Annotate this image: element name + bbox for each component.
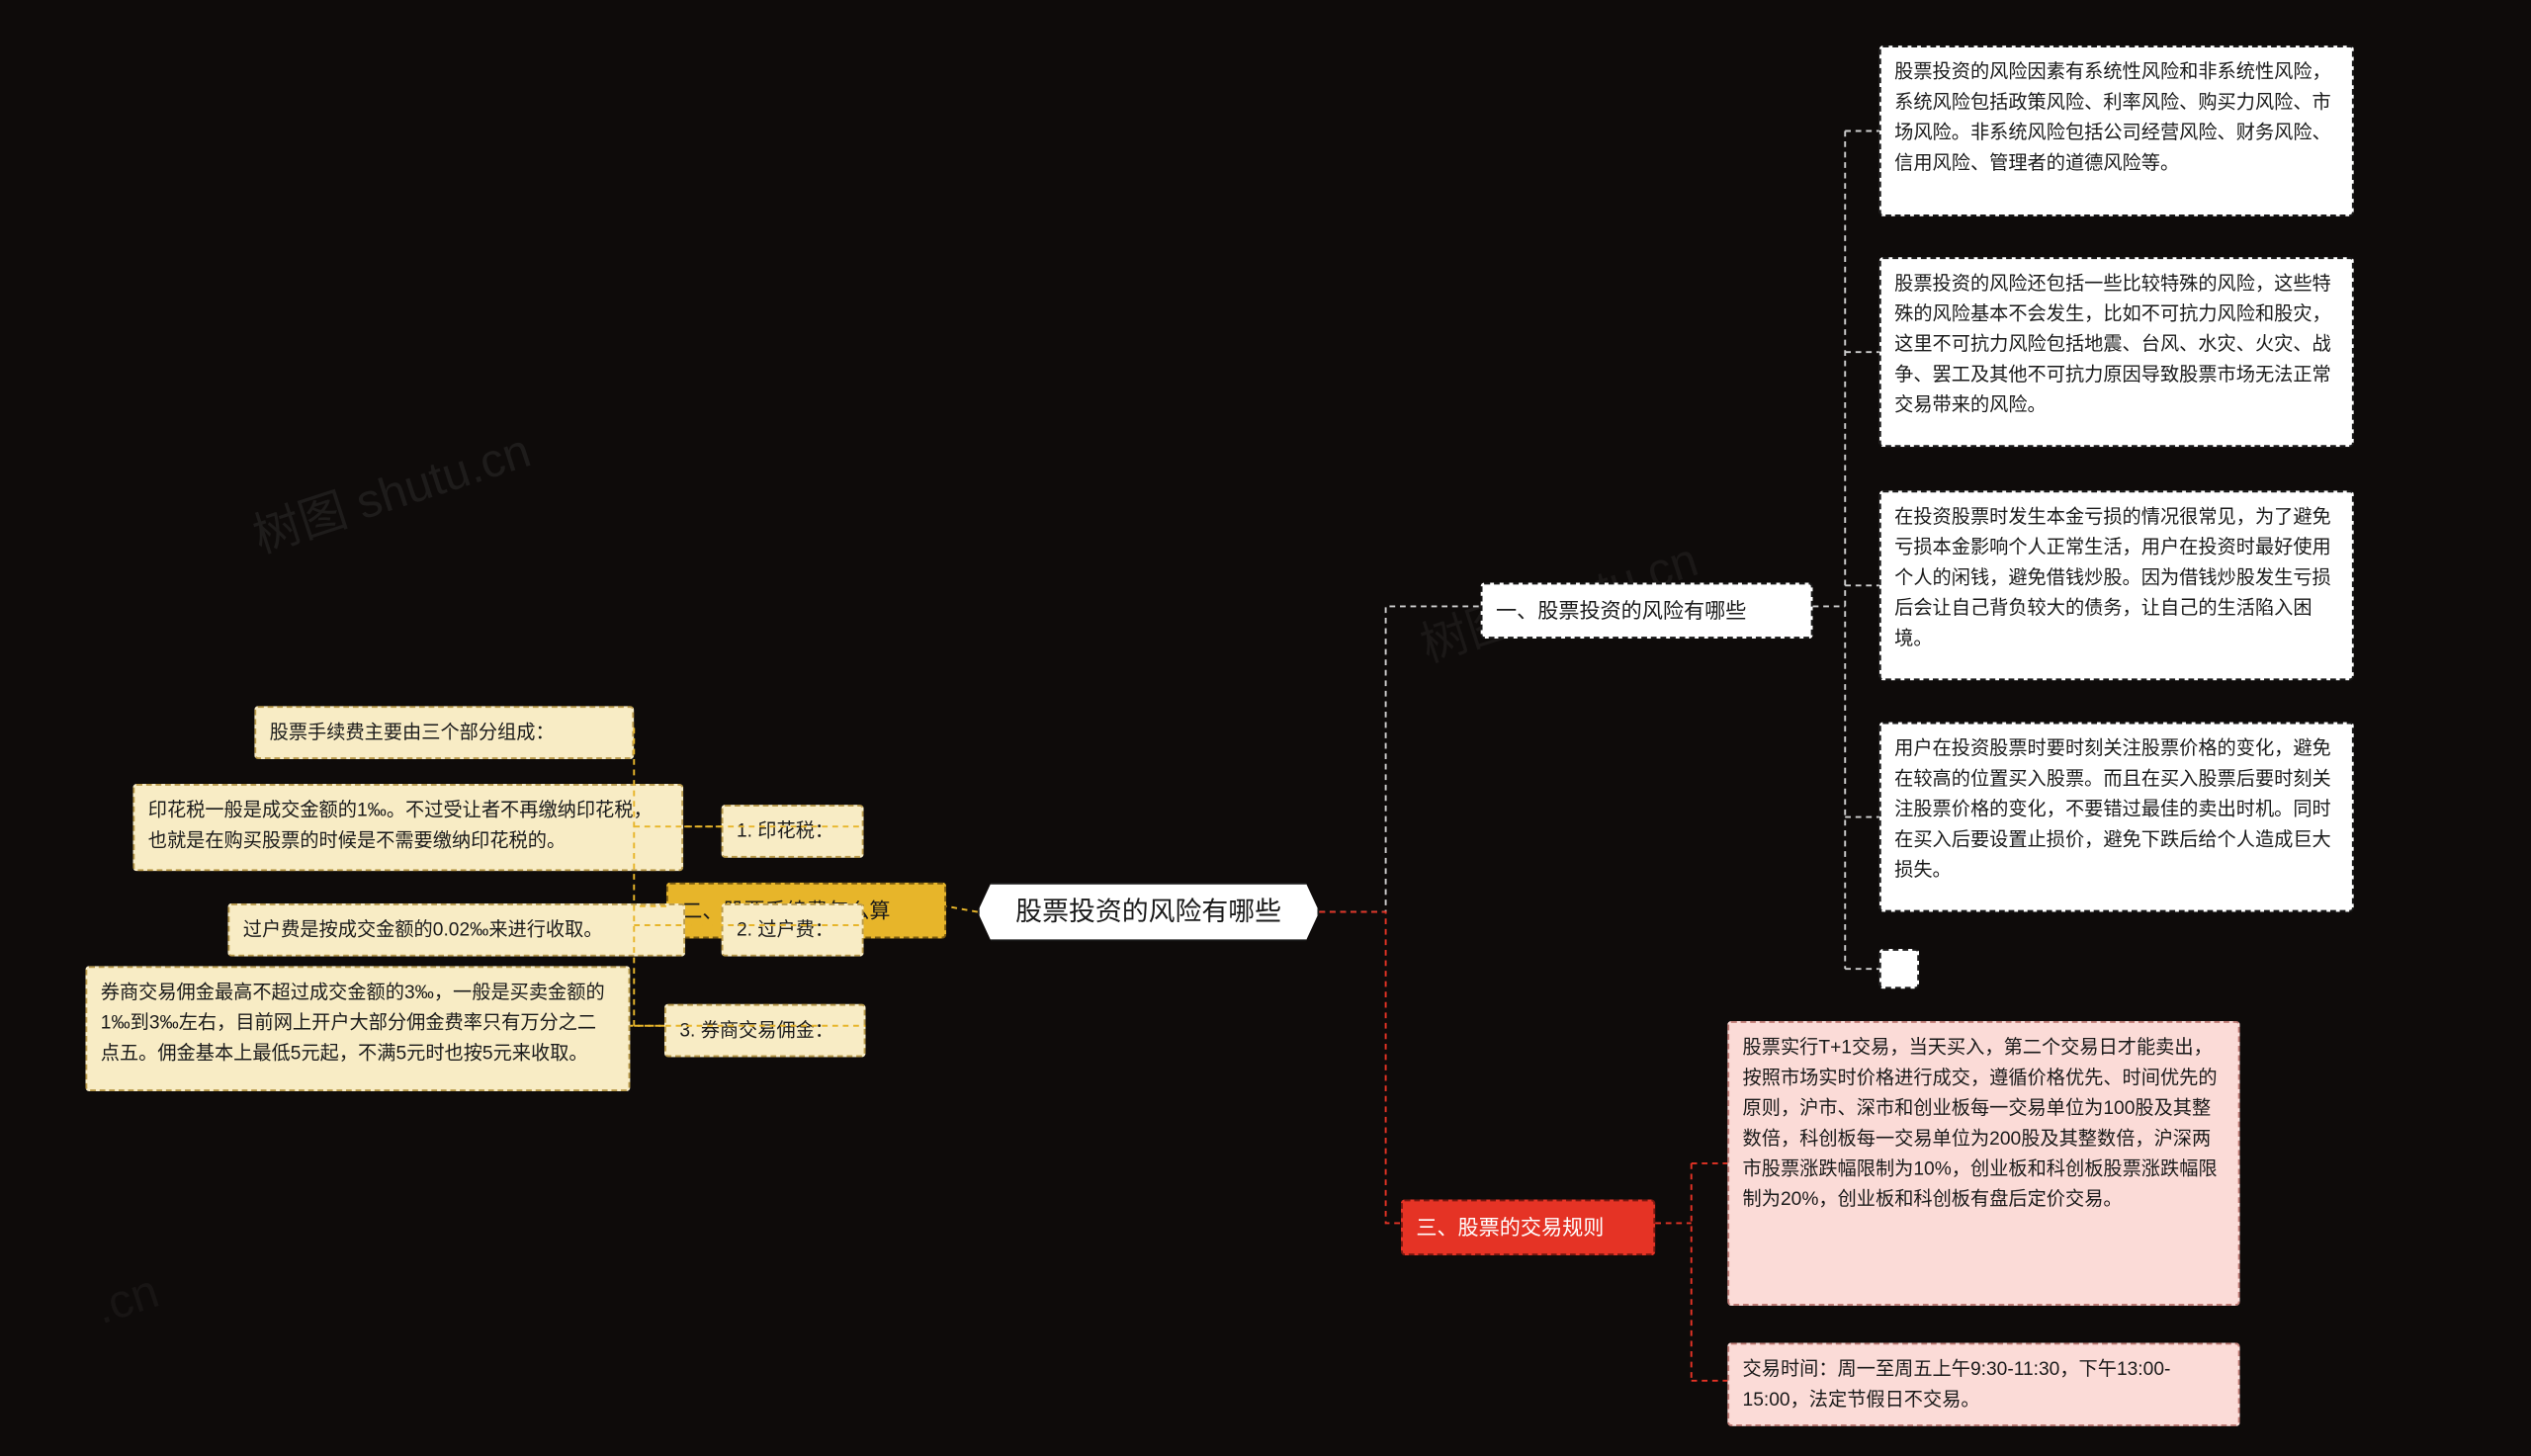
branch2-item-label-text: 1. 印花税： — [737, 820, 833, 841]
branch1-leaf-text: 股票投资的风险还包括一些比较特殊的风险，这些特殊的风险基本不会发生，比如不可抗力… — [1894, 273, 2331, 415]
branch2-item-label-text: 3. 券商交易佣金： — [679, 1020, 833, 1041]
branch3-leaf: 股票实行T+1交易，当天买入，第二个交易日才能卖出，按照市场实时价格进行成交，遵… — [1727, 1021, 2239, 1306]
branch2-item-label: 1. 印花税： — [722, 805, 864, 858]
branch1-leaf: 用户在投资股票时要时刻关注股票价格的变化，避免在较高的位置买入股票。而且在买入股… — [1879, 723, 2354, 912]
branch1-leaf-text: 用户在投资股票时要时刻关注股票价格的变化，避免在较高的位置买入股票。而且在买入股… — [1894, 738, 2331, 881]
branch3-node-text: 三、股票的交易规则 — [1416, 1216, 1604, 1240]
branch2-intro-text: 股票手续费主要由三个部分组成： — [270, 723, 555, 743]
branch3-node: 三、股票的交易规则 — [1401, 1199, 1655, 1255]
branch2-item-label-text: 2. 过户费： — [737, 919, 833, 940]
branch2-item-label: 2. 过户费： — [722, 903, 864, 957]
branch1-leaf: 股票投资的风险还包括一些比较特殊的风险，这些特殊的风险基本不会发生，比如不可抗力… — [1879, 257, 2354, 447]
branch2-item-desc-text: 过户费是按成交金额的0.02‰来进行收取。 — [243, 919, 603, 940]
branch2-item-desc-text: 券商交易佣金最高不超过成交金额的3‰，一般是买卖金额的1‰到3‰左右，目前网上开… — [101, 983, 605, 1065]
watermark: .cn — [88, 1263, 165, 1335]
branch2-item-desc-text: 印花税一般是成交金额的1‰。不过受让者不再缴纳印花税，也就是在购买股票的时候是不… — [148, 800, 653, 851]
branch3-leaf-text: 交易时间：周一至周五上午9:30-11:30，下午13:00-15:00，法定节… — [1743, 1359, 2171, 1411]
branch1-leaf-text: 在投资股票时发生本金亏损的情况很常见，为了避免亏损本金影响个人正常生活，用户在投… — [1894, 507, 2331, 649]
branch2-item-desc: 印花税一般是成交金额的1‰。不过受让者不再缴纳印花税，也就是在购买股票的时候是不… — [132, 784, 683, 871]
branch2-intro: 股票手续费主要由三个部分组成： — [254, 706, 634, 759]
watermark: 树图 shutu.cn — [243, 413, 538, 567]
branch1-leaf-text: 股票投资的风险因素有系统性风险和非系统性风险，系统风险包括政策风险、利率风险、购… — [1894, 61, 2331, 173]
branch2-item-desc: 过户费是按成交金额的0.02‰来进行收取。 — [227, 903, 685, 957]
branch1-node-text: 一、股票投资的风险有哪些 — [1496, 599, 1746, 623]
center-label: 股票投资的风险有哪些 — [1015, 891, 1281, 933]
branch2-item-label: 3. 券商交易佣金： — [664, 1004, 866, 1058]
center-node: 股票投资的风险有哪些 — [978, 883, 1320, 942]
branch2-item-desc: 券商交易佣金最高不超过成交金额的3‰，一般是买卖金额的1‰到3‰左右，目前网上开… — [85, 966, 630, 1091]
branch1-node: 一、股票投资的风险有哪些 — [1481, 582, 1813, 639]
branch1-leaf: 在投资股票时发生本金亏损的情况很常见，为了避免亏损本金影响个人正常生活，用户在投… — [1879, 490, 2354, 680]
branch1-leaf: 股票投资的风险因素有系统性风险和非系统性风险，系统风险包括政策风险、利率风险、购… — [1879, 45, 2354, 216]
branch3-leaf: 交易时间：周一至周五上午9:30-11:30，下午13:00-15:00，法定节… — [1727, 1342, 2239, 1425]
branch3-leaf-text: 股票实行T+1交易，当天买入，第二个交易日才能卖出，按照市场实时价格进行成交，遵… — [1743, 1037, 2218, 1210]
branch1-leaf — [1879, 949, 1919, 988]
